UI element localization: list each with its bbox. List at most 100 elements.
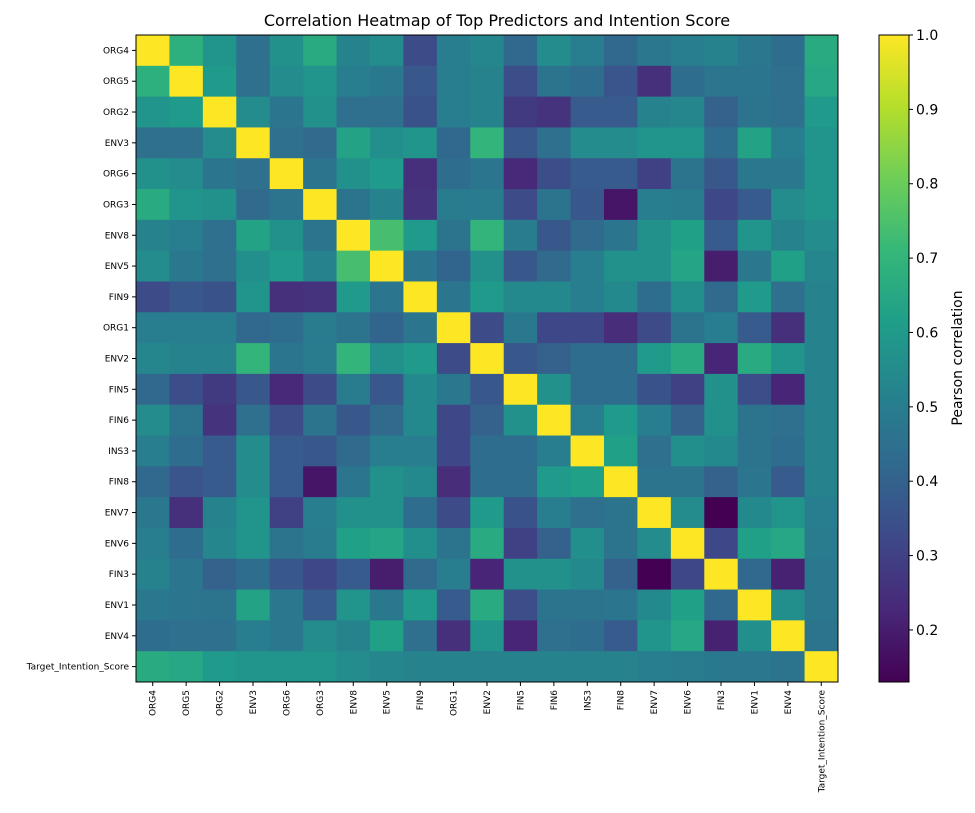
heatmap-cell — [136, 435, 170, 467]
heatmap-cell — [804, 281, 839, 313]
heatmap-cell — [269, 65, 304, 98]
heatmap-cell — [570, 404, 605, 437]
heatmap-cell — [136, 219, 170, 252]
heatmap-cell — [436, 312, 471, 344]
heatmap-cell — [670, 343, 705, 375]
heatmap-cell — [136, 527, 170, 560]
heatmap-cell — [236, 96, 271, 128]
heatmap-cell — [470, 65, 505, 98]
heatmap-cell — [470, 219, 505, 252]
heatmap-cell — [136, 589, 170, 621]
x-tick-label: FIN5 — [516, 690, 526, 710]
heatmap-cell — [336, 219, 371, 252]
heatmap-cell — [570, 558, 605, 591]
heatmap-cell — [236, 189, 271, 221]
x-tick-label: ENV8 — [349, 690, 359, 715]
heatmap-cell — [737, 250, 772, 282]
heatmap-cell — [403, 312, 438, 344]
heatmap-cell — [704, 589, 739, 621]
y-tick-label: FIN6 — [109, 416, 130, 426]
heatmap-cell — [136, 373, 170, 406]
heatmap-cell — [136, 651, 170, 683]
heatmap-cell — [236, 250, 271, 282]
heatmap-cell — [570, 373, 605, 406]
heatmap-cell — [637, 312, 672, 344]
heatmap-cell — [403, 435, 438, 467]
heatmap-cell — [670, 189, 705, 221]
heatmap-cell — [202, 127, 237, 159]
heatmap-cell — [503, 466, 538, 498]
heatmap-cell — [269, 127, 304, 159]
heatmap-cell — [169, 527, 204, 560]
heatmap-cell — [202, 497, 237, 529]
heatmap-cell — [503, 158, 538, 190]
heatmap-cell — [370, 651, 404, 683]
heatmap-cells — [136, 35, 839, 683]
heatmap-cell — [570, 312, 605, 344]
heatmap-cell — [370, 558, 404, 591]
heatmap-cell — [403, 189, 438, 221]
heatmap-cell — [804, 343, 839, 375]
heatmap-cell — [136, 65, 170, 98]
heatmap-cell — [771, 96, 806, 128]
heatmap-cell — [604, 527, 638, 560]
heatmap-cell — [403, 620, 438, 652]
heatmap-cell — [637, 96, 672, 128]
heatmap-cell — [570, 466, 605, 498]
heatmap-cell — [236, 558, 271, 591]
heatmap-cell — [470, 373, 505, 406]
heatmap-cell — [771, 281, 806, 313]
x-tick-label: ORG3 — [316, 690, 326, 716]
heatmap-cell — [604, 96, 638, 128]
colorbar-tick-label: 0.4 — [916, 474, 938, 490]
heatmap-cell — [771, 35, 806, 67]
heatmap-cell — [604, 558, 638, 591]
heatmap-cell — [169, 250, 204, 282]
heatmap-cell — [503, 435, 538, 467]
heatmap-cell — [737, 219, 772, 252]
heatmap-cell — [503, 127, 538, 159]
heatmap-cell — [670, 527, 705, 560]
heatmap-cell — [804, 312, 839, 344]
heatmap-cell — [370, 127, 404, 159]
y-tick-label: ENV2 — [105, 355, 129, 365]
heatmap-cell — [236, 527, 271, 560]
heatmap-cell — [370, 589, 404, 621]
heatmap-cell — [503, 250, 538, 282]
heatmap-cell — [336, 158, 371, 190]
heatmap-cell — [269, 651, 304, 683]
heatmap-cell — [637, 281, 672, 313]
heatmap-cell — [470, 127, 505, 159]
heatmap-cell — [470, 189, 505, 221]
heatmap-cell — [670, 404, 705, 437]
heatmap-cell — [403, 558, 438, 591]
heatmap-cell — [737, 312, 772, 344]
y-tick-label: FIN5 — [109, 385, 129, 395]
heatmap-cell — [771, 435, 806, 467]
heatmap-cell — [804, 527, 839, 560]
heatmap-cell — [403, 65, 438, 98]
heatmap-cell — [303, 497, 338, 529]
heatmap-cell — [436, 65, 471, 98]
heatmap-cell — [537, 404, 572, 437]
y-tick-label: ENV7 — [105, 509, 129, 519]
heatmap-cell — [804, 589, 839, 621]
heatmap-cell — [503, 219, 538, 252]
heatmap-cell — [537, 189, 572, 221]
heatmap-cell — [804, 466, 839, 498]
heatmap-cell — [537, 373, 572, 406]
heatmap-cell — [570, 127, 605, 159]
heatmap-cell — [737, 589, 772, 621]
heatmap-cell — [470, 312, 505, 344]
heatmap-cell — [370, 373, 404, 406]
heatmap-cell — [470, 466, 505, 498]
y-tick-label: FIN9 — [109, 293, 130, 303]
heatmap-cell — [771, 65, 806, 98]
heatmap-cell — [236, 65, 271, 98]
heatmap-cell — [570, 281, 605, 313]
x-tick-label: FIN6 — [550, 690, 560, 711]
heatmap-cell — [737, 189, 772, 221]
y-tick-label: ORG1 — [103, 324, 129, 334]
heatmap-cell — [670, 250, 705, 282]
heatmap-cell — [804, 435, 839, 467]
